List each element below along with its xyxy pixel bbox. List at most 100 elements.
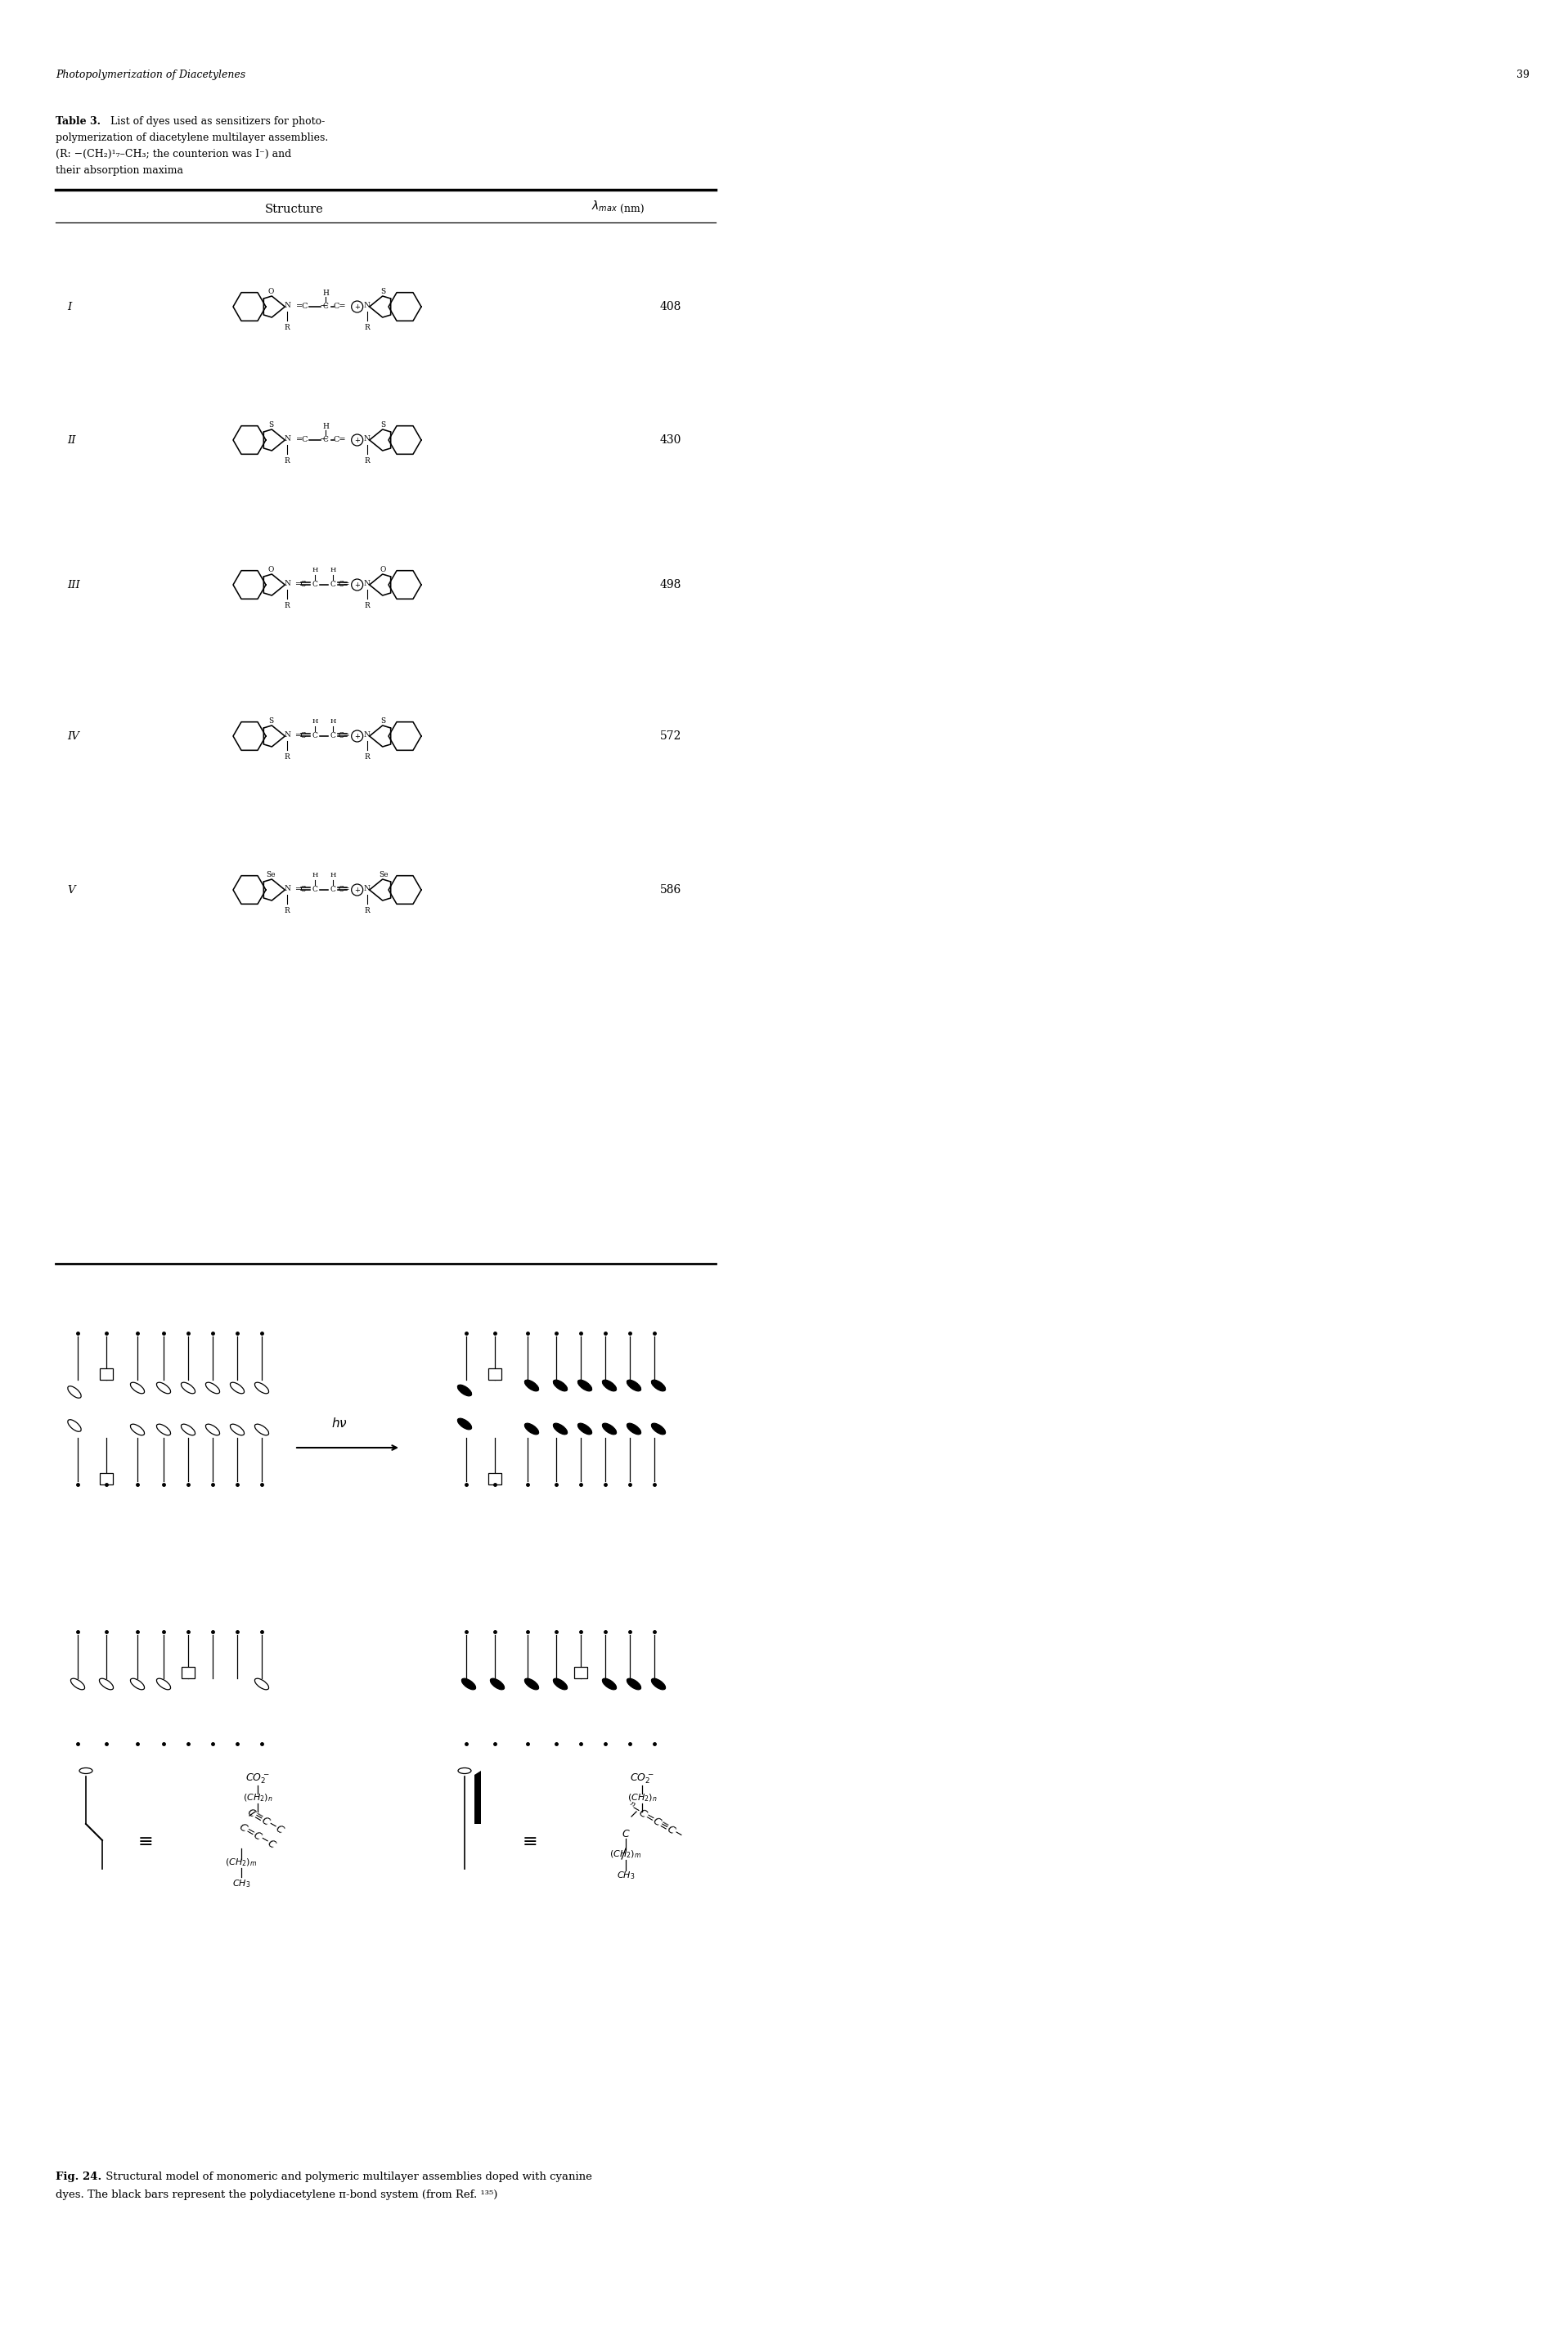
Text: +: + (354, 732, 361, 739)
Text: N: N (284, 301, 290, 308)
Text: R: R (364, 907, 370, 914)
Text: V: V (67, 883, 75, 895)
Text: Structural model of monomeric and polymeric multilayer assemblies doped with cya: Structural model of monomeric and polyme… (102, 2172, 593, 2182)
Ellipse shape (491, 1678, 505, 1690)
Text: R: R (285, 457, 290, 464)
Bar (488, 1473, 502, 1485)
Text: C: C (323, 436, 328, 443)
Text: —: — (320, 303, 328, 310)
Text: N: N (364, 434, 370, 443)
Text: $C\!\equiv\!C\!-\!C$: $C\!\equiv\!C\!-\!C$ (245, 1807, 287, 1837)
Text: I: I (67, 301, 72, 312)
Text: List of dyes used as sensitizers for photo-: List of dyes used as sensitizers for pho… (107, 117, 325, 126)
Text: R: R (364, 324, 370, 331)
Text: $\lambda_{max}$: $\lambda_{max}$ (591, 198, 618, 212)
Ellipse shape (525, 1424, 539, 1434)
Text: C=: C= (334, 303, 347, 310)
Text: +: + (354, 303, 361, 310)
Text: polymerization of diacetylene multilayer assemblies.: polymerization of diacetylene multilayer… (55, 133, 328, 142)
Text: +: + (354, 886, 361, 893)
Text: dyes. The black bars represent the polydiacetylene π-bond system (from Ref. ¹³⁵): dyes. The black bars represent the polyd… (55, 2189, 497, 2200)
Ellipse shape (627, 1678, 641, 1690)
Bar (100, 1368, 113, 1380)
Text: II: II (67, 434, 75, 445)
Text: $C\!=\!C\!-\!C$: $C\!=\!C\!-\!C$ (237, 1821, 279, 1851)
Text: R: R (285, 907, 290, 914)
Text: N: N (284, 883, 290, 893)
Text: R: R (364, 753, 370, 760)
Text: R: R (364, 601, 370, 608)
Text: III: III (67, 580, 80, 590)
Text: =C: =C (296, 436, 309, 443)
Text: 572: 572 (660, 730, 682, 741)
Text: ${}^n\!\!-\!C\!=\!C\!\equiv\!C\!-$: ${}^n\!\!-\!C\!=\!C\!\equiv\!C\!-$ (626, 1802, 685, 1841)
Text: 39: 39 (1516, 70, 1529, 79)
Text: N: N (364, 883, 370, 893)
Ellipse shape (651, 1424, 665, 1434)
Bar (182, 1667, 194, 1678)
Text: =C: =C (295, 580, 306, 587)
Text: $(CH_2)_n$: $(CH_2)_n$ (627, 1793, 657, 1804)
Text: 408: 408 (660, 301, 682, 312)
Text: $(CH_2)_m$: $(CH_2)_m$ (226, 1858, 257, 1867)
Text: R: R (285, 753, 290, 760)
Text: $C$: $C$ (621, 1830, 630, 1839)
Text: N: N (284, 434, 290, 443)
Ellipse shape (602, 1380, 616, 1392)
Text: R: R (364, 457, 370, 464)
Polygon shape (475, 1772, 481, 1823)
Text: C: C (331, 886, 336, 893)
Ellipse shape (627, 1424, 641, 1434)
Text: C: C (312, 886, 318, 893)
Text: H: H (323, 289, 329, 296)
Bar (574, 1667, 588, 1678)
Ellipse shape (602, 1678, 616, 1690)
Text: C=: C= (339, 580, 350, 587)
Ellipse shape (651, 1678, 665, 1690)
Text: C: C (312, 732, 318, 739)
Text: +: + (354, 436, 361, 443)
Text: Structure: Structure (265, 203, 325, 214)
Text: 586: 586 (660, 883, 682, 895)
Text: S: S (268, 718, 273, 725)
Text: H: H (312, 718, 318, 725)
Text: $CH_3$: $CH_3$ (232, 1879, 251, 1888)
Text: —: — (320, 436, 328, 443)
Text: their absorption maxima: their absorption maxima (55, 166, 183, 175)
Text: Se: Se (378, 872, 387, 879)
Text: 430: 430 (660, 434, 682, 445)
Text: O: O (268, 566, 274, 573)
Bar (488, 1368, 502, 1380)
Text: N: N (364, 301, 370, 308)
Text: Se: Se (267, 872, 276, 879)
Text: IV: IV (67, 732, 80, 741)
Ellipse shape (554, 1678, 568, 1690)
Text: 498: 498 (660, 578, 682, 590)
Text: Fig. 24.: Fig. 24. (55, 2172, 102, 2182)
Text: H: H (331, 718, 336, 725)
Text: R: R (285, 601, 290, 608)
Text: +: + (354, 580, 361, 587)
Text: =C: =C (295, 886, 306, 893)
Text: =C: =C (296, 303, 309, 310)
Text: $CO_2^-$: $CO_2^-$ (246, 1772, 270, 1786)
Text: =C: =C (295, 732, 306, 739)
Text: O: O (268, 287, 274, 294)
Text: S: S (381, 718, 386, 725)
Text: $\equiv$: $\equiv$ (133, 1832, 152, 1848)
Ellipse shape (554, 1424, 568, 1434)
Ellipse shape (554, 1380, 568, 1392)
Bar (100, 1473, 113, 1485)
Text: $(CH_2)_n$: $(CH_2)_n$ (243, 1793, 273, 1804)
Text: C: C (331, 580, 336, 587)
Text: H: H (331, 872, 336, 879)
Text: C: C (312, 580, 318, 587)
Text: O: O (381, 566, 386, 573)
Text: H: H (312, 872, 318, 879)
Text: N: N (364, 732, 370, 739)
Text: C: C (323, 303, 328, 310)
Text: R: R (285, 324, 290, 331)
Text: $CH_3$: $CH_3$ (616, 1869, 635, 1881)
Text: S: S (381, 422, 386, 429)
Text: N: N (364, 580, 370, 587)
